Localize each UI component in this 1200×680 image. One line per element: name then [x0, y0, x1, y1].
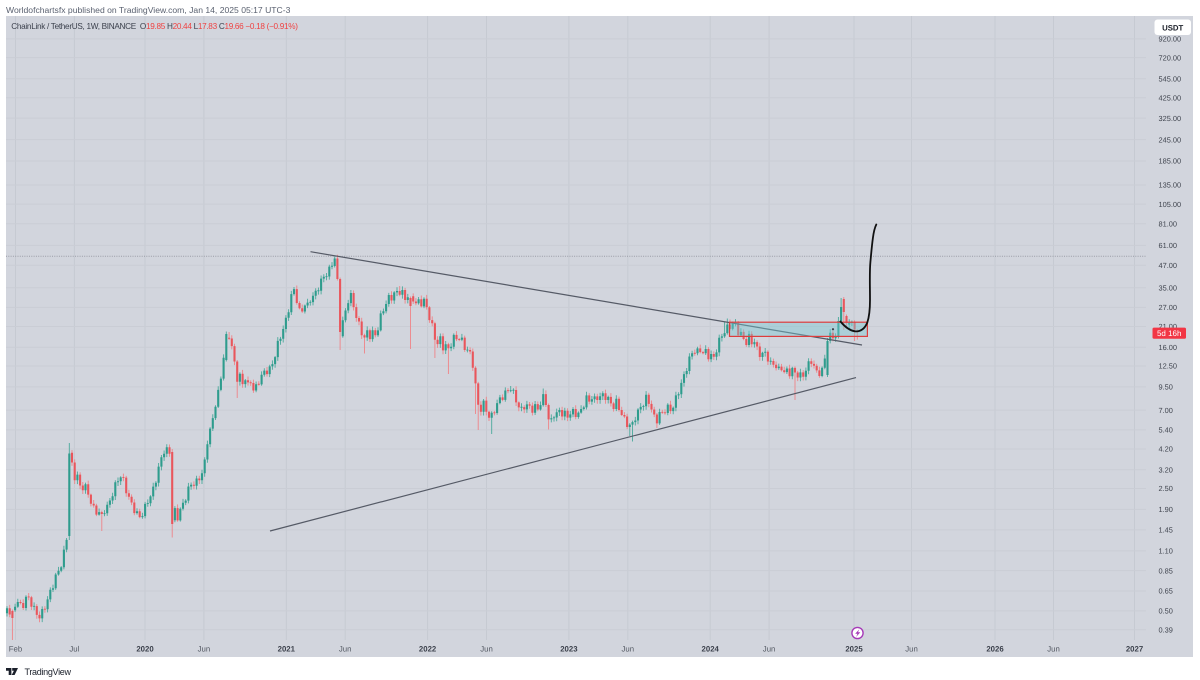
svg-text:3.20: 3.20 [1159, 465, 1173, 474]
svg-text:325.00: 325.00 [1159, 114, 1182, 123]
svg-text:5d 16h: 5d 16h [1157, 329, 1181, 338]
svg-text:2025: 2025 [845, 645, 863, 654]
svg-text:1.45: 1.45 [1159, 526, 1173, 535]
svg-text:2020: 2020 [136, 645, 154, 654]
svg-text:0.65: 0.65 [1159, 587, 1173, 596]
svg-text:Jun: Jun [905, 645, 918, 654]
svg-text:245.00: 245.00 [1159, 135, 1182, 144]
svg-text:2023: 2023 [560, 645, 578, 654]
svg-text:Feb: Feb [9, 645, 23, 654]
svg-text:0.50: 0.50 [1159, 607, 1173, 616]
svg-text:1.10: 1.10 [1159, 547, 1173, 556]
svg-text:2027: 2027 [1126, 645, 1143, 654]
svg-text:2026: 2026 [986, 645, 1004, 654]
svg-text:9.50: 9.50 [1159, 383, 1173, 392]
svg-text:12.50: 12.50 [1159, 362, 1178, 371]
svg-text:Jun: Jun [763, 645, 776, 654]
svg-text:Jun: Jun [1047, 645, 1060, 654]
svg-text:21.00: 21.00 [1159, 322, 1178, 331]
svg-text:0.39: 0.39 [1159, 626, 1173, 635]
svg-text:Jun: Jun [198, 645, 211, 654]
svg-text:27.00: 27.00 [1159, 303, 1178, 312]
svg-text:4.20: 4.20 [1159, 445, 1173, 454]
svg-text:Jun: Jun [622, 645, 635, 654]
svg-text:920.00: 920.00 [1159, 35, 1182, 44]
svg-text:425.00: 425.00 [1159, 93, 1182, 102]
svg-text:2.50: 2.50 [1159, 484, 1173, 493]
svg-text:61.00: 61.00 [1159, 241, 1178, 250]
svg-text:105.00: 105.00 [1159, 200, 1182, 209]
svg-text:2021: 2021 [278, 645, 296, 654]
svg-text:185.00: 185.00 [1159, 157, 1182, 166]
svg-text:Jun: Jun [480, 645, 493, 654]
svg-text:Jul: Jul [69, 645, 79, 654]
svg-text:135.00: 135.00 [1159, 181, 1182, 190]
svg-text:USDT: USDT [1162, 23, 1183, 32]
svg-text:545.00: 545.00 [1159, 75, 1182, 84]
svg-text:0.85: 0.85 [1159, 566, 1173, 575]
svg-text:81.00: 81.00 [1159, 220, 1178, 229]
svg-text:5.40: 5.40 [1159, 426, 1173, 435]
svg-text:7.00: 7.00 [1159, 406, 1173, 415]
svg-text:2024: 2024 [702, 645, 720, 654]
svg-text:1.90: 1.90 [1159, 505, 1173, 514]
svg-text:720.00: 720.00 [1159, 53, 1182, 62]
svg-text:47.00: 47.00 [1159, 261, 1178, 270]
svg-text:2022: 2022 [419, 645, 437, 654]
svg-text:16.00: 16.00 [1159, 343, 1178, 352]
svg-text:Jun: Jun [339, 645, 352, 654]
svg-text:35.00: 35.00 [1159, 283, 1178, 292]
